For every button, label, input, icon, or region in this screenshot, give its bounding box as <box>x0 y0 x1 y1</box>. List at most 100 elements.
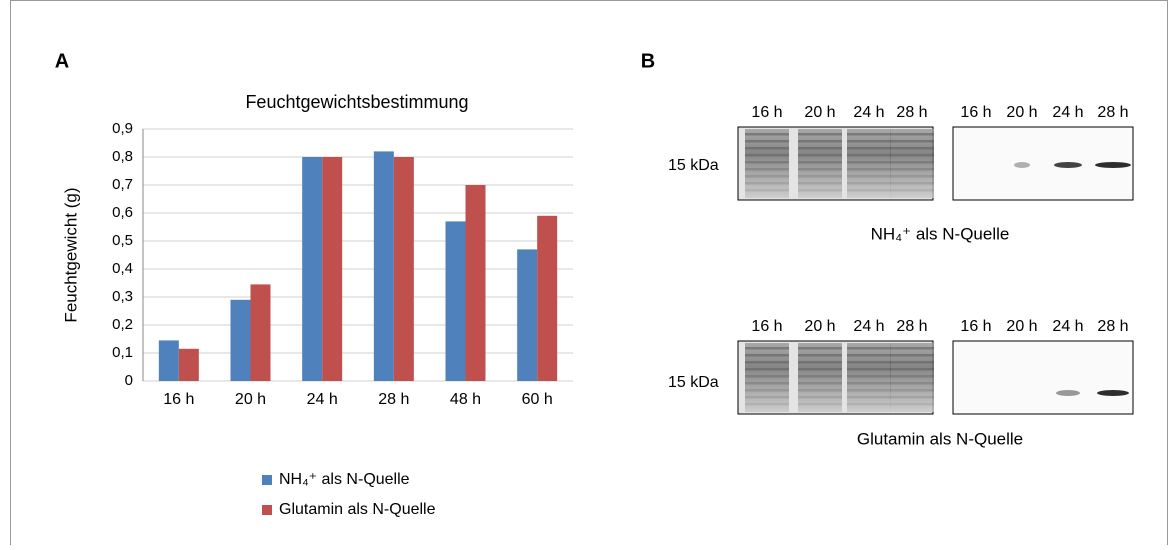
gel-band <box>798 403 842 406</box>
frame <box>11 1 1168 546</box>
chart-title: Feuchtgewichtsbestimmung <box>245 92 468 112</box>
gel-band <box>798 147 842 150</box>
panel-label: A <box>55 50 69 72</box>
gel-band <box>745 133 789 136</box>
gel-band <box>798 133 842 136</box>
gel-band <box>798 154 842 157</box>
gel-band <box>847 147 891 150</box>
lane-label: 20 h <box>1006 318 1037 335</box>
lane-label: 24 h <box>1052 318 1083 335</box>
bar <box>394 157 414 381</box>
gel-band <box>890 147 934 150</box>
gel-band <box>798 182 842 185</box>
bar <box>374 151 394 381</box>
gel-band <box>847 175 891 178</box>
blot-band <box>1054 162 1082 168</box>
x-tick-label: 24 h <box>307 391 338 408</box>
gel-band <box>890 133 934 136</box>
x-tick-label: 60 h <box>522 391 553 408</box>
gel-band <box>798 189 842 192</box>
gel-band <box>847 354 891 357</box>
gel-band <box>798 347 842 350</box>
gel-band <box>745 403 789 406</box>
gel-band <box>847 154 891 157</box>
gel-band <box>890 140 934 143</box>
lane-label: 16 h <box>960 104 991 121</box>
y-tick-label: 0,6 <box>112 204 133 221</box>
gel-band <box>798 368 842 371</box>
gel-band <box>798 361 842 364</box>
lane-label: 28 h <box>1097 104 1128 121</box>
gel-band <box>798 161 842 164</box>
gel-band <box>890 403 934 406</box>
gel-band <box>745 382 789 385</box>
gel-band <box>890 354 934 357</box>
gel-band <box>745 140 789 143</box>
y-tick-label: 0,3 <box>112 288 133 305</box>
gel-band <box>847 161 891 164</box>
bar <box>517 249 537 381</box>
gel-band <box>745 396 789 399</box>
gel-band <box>745 368 789 371</box>
x-tick-label: 28 h <box>378 391 409 408</box>
gel-band <box>798 389 842 392</box>
bar <box>302 157 322 381</box>
x-tick-label: 20 h <box>235 391 266 408</box>
gel-band <box>798 175 842 178</box>
gel-band <box>745 354 789 357</box>
lane-label: 28 h <box>1097 318 1128 335</box>
gel-band <box>847 368 891 371</box>
bar <box>251 284 271 381</box>
lane-label: 16 h <box>960 318 991 335</box>
gel-band <box>745 175 789 178</box>
gel-band <box>847 347 891 350</box>
gel-band <box>890 389 934 392</box>
bar <box>322 157 342 381</box>
gel-band <box>890 375 934 378</box>
blot-caption: Glutamin als N-Quelle <box>857 429 1023 448</box>
gel-band <box>890 168 934 171</box>
y-tick-label: 0,4 <box>112 260 133 277</box>
blot-image <box>953 341 1133 414</box>
size-marker: 15 kDa <box>668 157 719 174</box>
gel-band <box>847 182 891 185</box>
gel-band <box>890 182 934 185</box>
bar <box>446 221 466 381</box>
lane-label: 24 h <box>853 318 884 335</box>
blot-band <box>1014 162 1030 168</box>
y-tick-label: 0,5 <box>112 232 133 249</box>
blot-caption: NH₄⁺ als N-Quelle <box>871 224 1010 243</box>
lane-label: 16 h <box>751 318 782 335</box>
lane-label: 28 h <box>896 104 927 121</box>
legend-swatch <box>262 505 272 515</box>
gel-band <box>847 389 891 392</box>
gel-band <box>890 347 934 350</box>
gel-band <box>890 396 934 399</box>
legend-swatch <box>262 475 272 485</box>
gel-band <box>798 354 842 357</box>
gel-band <box>745 375 789 378</box>
y-tick-label: 0,2 <box>112 316 133 333</box>
bar <box>159 340 179 381</box>
y-tick-label: 0,7 <box>112 176 133 193</box>
legend-label: Glutamin als N-Quelle <box>279 501 436 518</box>
y-tick-label: 0,8 <box>112 148 133 165</box>
gel-band <box>798 375 842 378</box>
panel-label: B <box>641 50 655 72</box>
gel-band <box>798 168 842 171</box>
figure: A B Feuchtgewichtsbestimmung Feuchtgewic… <box>0 0 1168 545</box>
gel-band <box>890 382 934 385</box>
gel-band <box>890 189 934 192</box>
bar <box>179 349 199 381</box>
gel-band <box>745 389 789 392</box>
x-tick-label: 16 h <box>163 391 194 408</box>
bar <box>537 216 557 381</box>
gel-band <box>745 189 789 192</box>
lane-label: 20 h <box>1006 104 1037 121</box>
gel-band <box>798 396 842 399</box>
gel-band <box>890 368 934 371</box>
blot-band <box>1095 162 1131 168</box>
lane-label: 24 h <box>1052 104 1083 121</box>
gel-band <box>847 361 891 364</box>
gel-band <box>847 382 891 385</box>
